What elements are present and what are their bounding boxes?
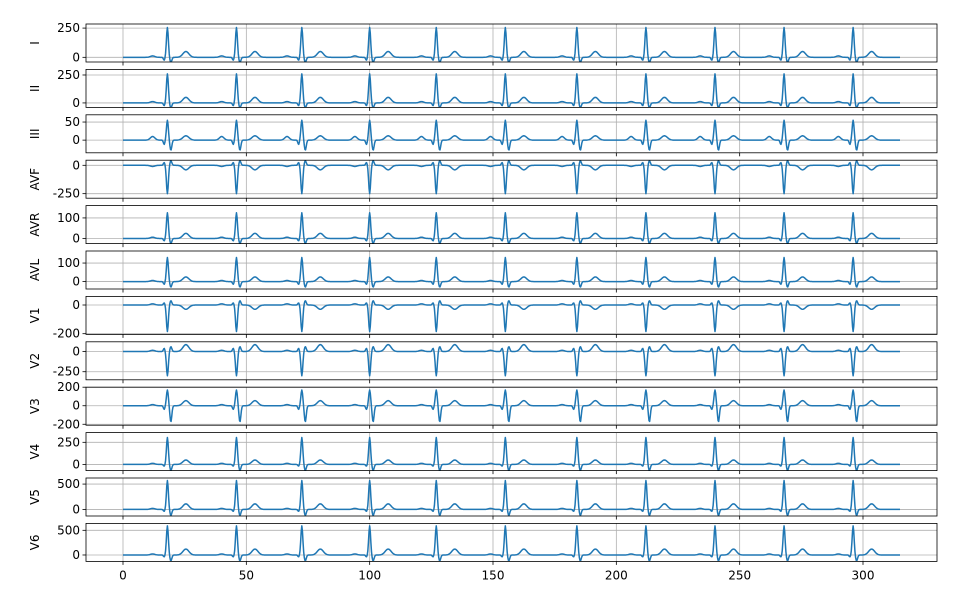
panel-frame-iii	[85, 114, 938, 154]
y-tick-label-i: 0	[72, 50, 80, 64]
y-tick-label-v5: 0	[72, 502, 80, 516]
panel-label-v5: V5	[28, 489, 42, 505]
y-tick-label-iii: 50	[65, 115, 80, 129]
panel-frame-avr	[85, 205, 938, 245]
y-tick-label-v2: -250	[53, 365, 80, 379]
panel-frame-i	[85, 23, 938, 63]
series-line-v5	[122, 479, 901, 516]
panel-iii: 0 50 III	[28, 114, 938, 157]
x-tick-label: 300	[852, 568, 875, 582]
y-tick-label-v3: 200	[57, 380, 80, 394]
panel-label-v4: V4	[28, 444, 42, 460]
y-tick-label-v3: 0	[72, 399, 80, 413]
y-tick-label-v1: -200	[53, 327, 80, 341]
panel-v3: -200 0 200 V3	[28, 380, 938, 431]
y-tick-label-ii: 0	[72, 96, 80, 110]
series-line-v2	[122, 343, 901, 377]
panel-v5: 0 500 V5	[28, 477, 938, 520]
panel-avf: -250 0 AVF	[28, 158, 938, 202]
y-tick-label-v2: 0	[72, 345, 80, 359]
panel-label-v3: V3	[28, 398, 42, 414]
series-line-avf	[122, 160, 901, 195]
y-tick-label-ii: 250	[57, 68, 80, 82]
panel-v1: -200 0 V1	[28, 295, 938, 341]
y-tick-label-v5: 500	[57, 477, 80, 491]
y-tick-label-avr: 100	[57, 211, 80, 225]
series-line-avl	[122, 256, 901, 288]
series-line-avr	[122, 212, 901, 244]
panel-frame-v6	[85, 523, 938, 562]
panel-frame-v4	[85, 432, 938, 472]
panel-v6: 0 500 V6	[28, 523, 938, 565]
panel-avr: 0 100 AVR	[28, 205, 938, 248]
panel-frame-v2	[85, 341, 938, 381]
y-tick-label-v4: 0	[72, 457, 80, 471]
series-line-ii	[122, 73, 901, 108]
panel-label-avf: AVF	[28, 168, 42, 191]
panel-v2: -250 0 V2	[28, 341, 938, 384]
series-line-v6	[122, 525, 901, 562]
y-tick-label-v6: 500	[57, 523, 80, 537]
series-line-v1	[122, 300, 901, 333]
panel-label-iii: III	[28, 128, 42, 139]
panel-label-ii: II	[28, 85, 42, 92]
x-tick-label: 150	[482, 568, 505, 582]
panel-label-v6: V6	[28, 534, 42, 550]
panel-v4: 0 250 V4	[28, 432, 938, 475]
x-tick-label: 200	[605, 568, 628, 582]
panel-stack: 0 250 I 0 250 II 0 50 III -250 0 AVF 0 100 AVR 0 100 AVL -…	[28, 21, 938, 565]
panel-label-avl: AVL	[28, 259, 42, 282]
y-tick-label-iii: 0	[72, 133, 80, 147]
y-tick-label-avf: 0	[72, 158, 80, 172]
x-tick-label: 250	[728, 568, 751, 582]
panel-frame-avl	[85, 250, 938, 290]
x-tick-label: 0	[119, 568, 127, 582]
panel-label-i: I	[28, 41, 42, 45]
y-tick-label-avl: 0	[72, 275, 80, 289]
y-tick-label-avf: -250	[53, 187, 80, 201]
panel-frame-v1	[85, 295, 938, 335]
panel-frame-v5	[85, 477, 938, 517]
y-tick-label-avr: 0	[72, 231, 80, 245]
panel-ii: 0 250 II	[28, 68, 938, 111]
panel-frame-v3	[85, 386, 938, 426]
shared-x-axis: 0 50 100 150 200 250 300	[119, 568, 874, 582]
y-tick-label-v6: 0	[72, 548, 80, 562]
y-tick-label-v3: -200	[53, 417, 80, 431]
series-line-i	[122, 26, 901, 62]
panel-i: 0 250 I	[28, 21, 938, 66]
x-tick-label: 50	[239, 568, 254, 582]
series-line-v3	[122, 389, 901, 423]
panel-label-v1: V1	[28, 307, 42, 323]
panel-label-v2: V2	[28, 353, 42, 369]
panel-frame-ii	[85, 69, 938, 108]
y-tick-label-i: 250	[57, 21, 80, 35]
series-line-iii	[122, 119, 901, 151]
y-tick-label-v4: 250	[57, 435, 80, 449]
panel-frame-avf	[85, 159, 938, 199]
y-tick-label-avl: 100	[57, 256, 80, 270]
series-line-v4	[122, 436, 901, 471]
panel-avl: 0 100 AVL	[28, 250, 938, 293]
y-tick-label-v1: 0	[72, 298, 80, 312]
panel-label-avr: AVR	[28, 213, 42, 237]
x-tick-label: 100	[358, 568, 381, 582]
